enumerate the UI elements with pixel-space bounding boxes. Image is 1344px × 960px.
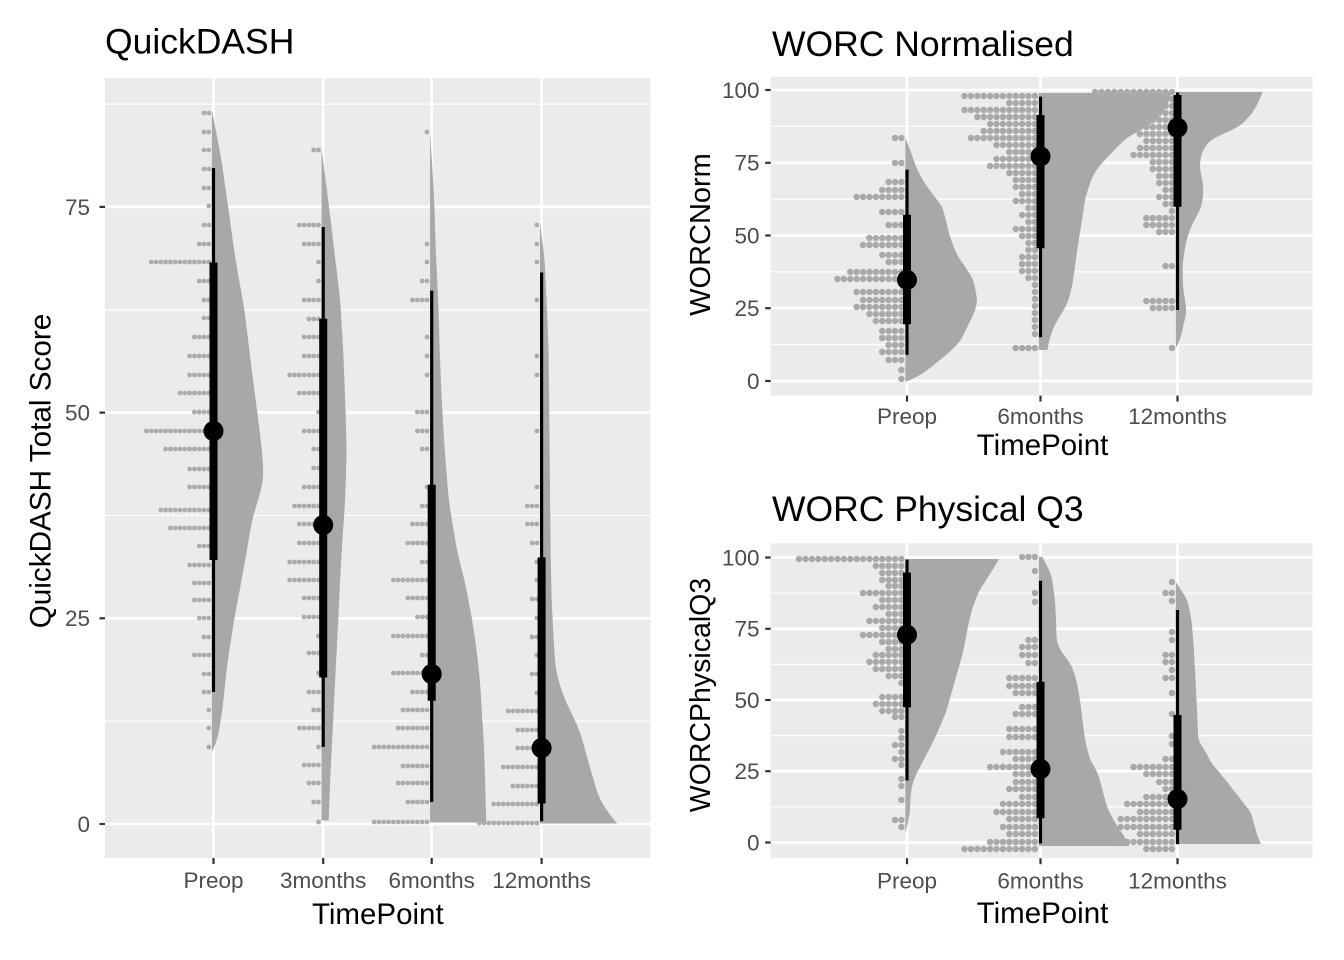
svg-text:50: 50 <box>734 223 759 248</box>
svg-text:12months: 12months <box>1128 404 1227 429</box>
svg-text:TimePoint: TimePoint <box>977 429 1109 462</box>
svg-text:WORCNorm: WORCNorm <box>685 153 717 316</box>
svg-text:12months: 12months <box>492 868 591 893</box>
svg-text:50: 50 <box>734 688 759 713</box>
svg-text:6months: 6months <box>997 404 1083 429</box>
svg-text:Preop: Preop <box>877 404 937 429</box>
svg-text:75: 75 <box>734 617 759 642</box>
svg-text:TimePoint: TimePoint <box>977 897 1109 930</box>
svg-text:25: 25 <box>65 606 90 631</box>
svg-text:100: 100 <box>722 545 760 570</box>
svg-text:WORC Physical Q3: WORC Physical Q3 <box>772 489 1084 529</box>
svg-text:0: 0 <box>747 369 760 394</box>
svg-text:25: 25 <box>734 296 759 321</box>
svg-text:25: 25 <box>734 759 759 784</box>
svg-text:0: 0 <box>77 812 90 837</box>
svg-text:Preop: Preop <box>877 869 937 894</box>
svg-text:3months: 3months <box>280 868 366 893</box>
svg-text:50: 50 <box>65 401 90 426</box>
svg-text:6months: 6months <box>389 868 475 893</box>
svg-text:75: 75 <box>65 195 90 220</box>
svg-text:QuickDASH: QuickDASH <box>105 22 294 62</box>
svg-text:0: 0 <box>747 830 760 855</box>
svg-text:75: 75 <box>734 151 759 176</box>
svg-text:TimePoint: TimePoint <box>312 898 444 931</box>
svg-text:WORCPhysicalQ3: WORCPhysicalQ3 <box>685 578 717 812</box>
svg-text:QuickDASH Total Score: QuickDASH Total Score <box>25 314 58 629</box>
svg-text:WORC Normalised: WORC Normalised <box>772 24 1074 64</box>
svg-text:Preop: Preop <box>183 868 243 893</box>
svg-text:6months: 6months <box>997 869 1083 894</box>
svg-text:100: 100 <box>722 78 760 103</box>
svg-text:12months: 12months <box>1128 869 1227 894</box>
